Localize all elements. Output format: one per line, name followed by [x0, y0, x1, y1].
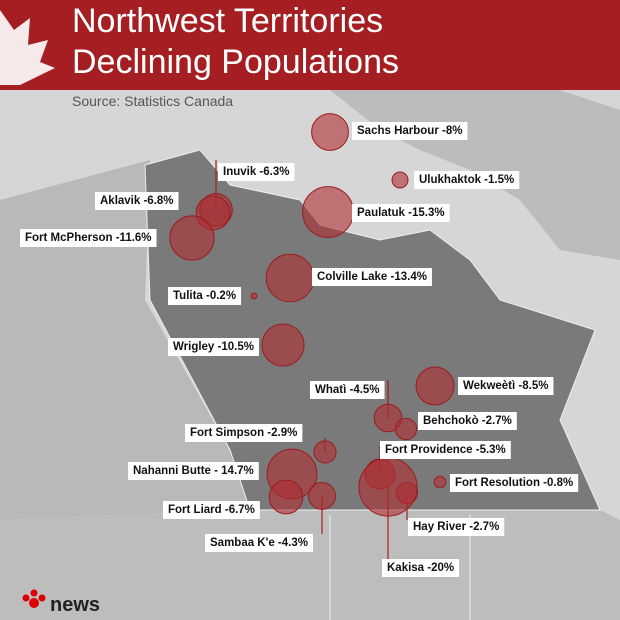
label-box: [418, 412, 517, 430]
place-name: Colville Lake -13.4%: [317, 271, 427, 283]
logo-text: news: [50, 594, 100, 616]
place-name: Nahanni Butte - 14.7%: [133, 465, 254, 477]
logo-dot: [29, 598, 39, 608]
label-box: [458, 377, 554, 395]
place-label: Paulatuk -15.3%: [352, 204, 450, 222]
place-name: Whatì -4.5%: [315, 384, 380, 396]
place-label: Sambaa K'e -4.3%: [205, 534, 313, 552]
place-name: Behchokò -2.7%: [423, 415, 512, 427]
place-name: Sachs Harbour -8%: [357, 125, 462, 137]
place-label: Kakisa -20%: [382, 559, 460, 577]
place-name: Inuvik -6.3%: [223, 166, 289, 178]
place-name: Fort Simpson -2.9%: [190, 427, 297, 439]
place-label: Ulukhaktok -1.5%: [414, 171, 520, 189]
source: Source: Statistics Canada: [72, 93, 233, 109]
label-box: [185, 424, 303, 442]
bubbles: [169, 113, 455, 517]
label-box: [352, 204, 450, 222]
population-bubble: [391, 171, 409, 189]
population-bubble: [169, 215, 215, 261]
label-box: [20, 229, 157, 247]
place-label: Fort McPherson -11.6%: [20, 229, 157, 247]
title-line: Northwest Territories: [72, 2, 383, 40]
population-bubble: [358, 457, 418, 517]
label-box: [163, 501, 260, 519]
label-box: [168, 287, 242, 305]
label-box: [450, 474, 579, 492]
place-label: Hay River -2.7%: [408, 518, 505, 536]
place-name: Wrigley -10.5%: [173, 341, 254, 353]
label-box: [414, 171, 520, 189]
population-bubble: [373, 403, 403, 433]
label-box: [205, 534, 313, 552]
place-name: Fort Providence -5.3%: [385, 444, 506, 456]
place-name: Sambaa K'e -4.3%: [210, 537, 308, 549]
population-bubble: [313, 440, 337, 464]
place-name: Kakisa -20%: [387, 562, 454, 574]
population-bubble: [302, 186, 354, 238]
label-box: [168, 338, 259, 356]
place-label: Tulita -0.2%: [168, 287, 242, 305]
population-bubble: [308, 482, 336, 510]
place-label: Whatì -4.5%: [310, 381, 385, 399]
cbc-logo: [22, 589, 46, 608]
place-label: Nahanni Butte - 14.7%: [128, 462, 259, 480]
place-name: Paulatuk -15.3%: [357, 207, 445, 219]
place-label: Wekweètì -8.5%: [458, 377, 554, 395]
title-band: [0, 0, 620, 90]
population-bubble: [415, 366, 455, 406]
place-label: Wrigley -10.5%: [168, 338, 259, 356]
place-label: Fort Simpson -2.9%: [185, 424, 303, 442]
place-label: Fort Providence -5.3%: [380, 441, 511, 459]
place-label: Behchokò -2.7%: [418, 412, 517, 430]
place-label: Fort Resolution -0.8%: [450, 474, 579, 492]
place-name: Hay River -2.7%: [413, 521, 499, 533]
population-bubble: [433, 475, 447, 489]
southern-provinces: [0, 510, 620, 620]
labels: Sachs Harbour -8% Ulukhaktok -1.5% Inuvik …: [20, 122, 579, 577]
label-box: [382, 559, 460, 577]
place-label: Sachs Harbour -8%: [352, 122, 468, 140]
place-label: Fort Liard -6.7%: [163, 501, 260, 519]
place-name: Fort McPherson -11.6%: [25, 232, 152, 244]
label-box: [128, 462, 259, 480]
logo-dot: [30, 589, 38, 597]
label-box: [218, 163, 295, 181]
place-label: Aklavik -6.8%: [95, 192, 179, 210]
place-label: Inuvik -6.3%: [218, 163, 295, 181]
label-box: [408, 518, 505, 536]
place-label: Colville Lake -13.4%: [312, 268, 432, 286]
label-box: [310, 381, 385, 399]
place-name: Aklavik -6.8%: [100, 195, 174, 207]
label-box: [95, 192, 179, 210]
population-bubble: [250, 292, 258, 300]
label-box: [380, 441, 511, 459]
population-bubble: [394, 417, 418, 441]
place-name: Fort Liard -6.7%: [168, 504, 255, 516]
place-name: Fort Resolution -0.8%: [455, 477, 573, 489]
population-bubble: [311, 113, 349, 151]
place-name: Ulukhaktok -1.5%: [419, 174, 514, 186]
place-name: Tulita -0.2%: [173, 290, 236, 302]
place-name: Wekweètì -8.5%: [463, 380, 548, 392]
maple-leaf: [0, 10, 55, 85]
logo-dot: [22, 594, 30, 602]
logo-dot: [38, 594, 46, 602]
population-bubble: [268, 479, 304, 515]
label-box: [352, 122, 468, 140]
title-line: Declining Populations: [72, 43, 399, 81]
population-bubble: [265, 253, 315, 303]
label-box: [312, 268, 432, 286]
population-bubble: [261, 323, 305, 367]
